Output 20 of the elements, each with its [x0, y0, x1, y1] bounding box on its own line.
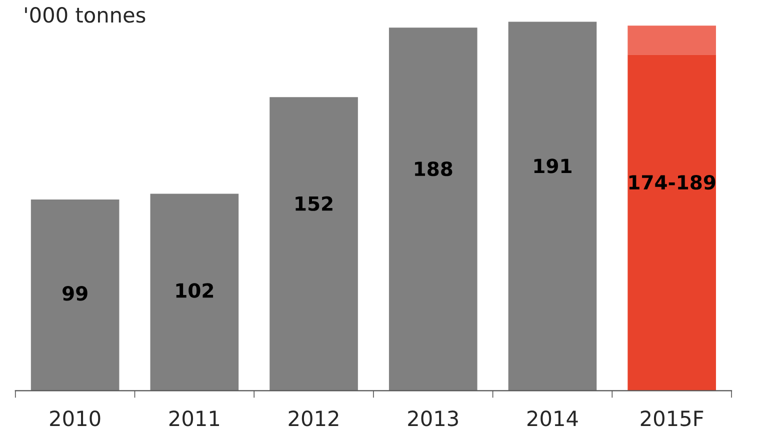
x-tick-label: 2013	[408, 410, 458, 426]
bar	[628, 26, 716, 55]
bar	[30, 199, 120, 391]
data-label: 152	[296, 196, 332, 211]
bar	[150, 194, 239, 391]
data-label: 99	[62, 286, 88, 301]
x-tick-label: 2012	[288, 410, 338, 426]
x-tick-label: 2015F	[640, 410, 704, 426]
y-axis-title: '000 tonnes	[25, 7, 146, 23]
data-label: 191	[534, 158, 572, 174]
data-label: 188	[415, 161, 452, 176]
data-label: 102	[176, 283, 214, 298]
data-label: 174-189	[629, 174, 716, 190]
bar	[270, 97, 358, 391]
x-tick-label: 2014	[527, 410, 578, 426]
bar	[628, 54, 716, 391]
x-tick-label: 2011	[169, 410, 220, 426]
bar	[388, 28, 478, 391]
x-tick-label: 2010	[50, 410, 100, 426]
bar	[508, 22, 597, 391]
